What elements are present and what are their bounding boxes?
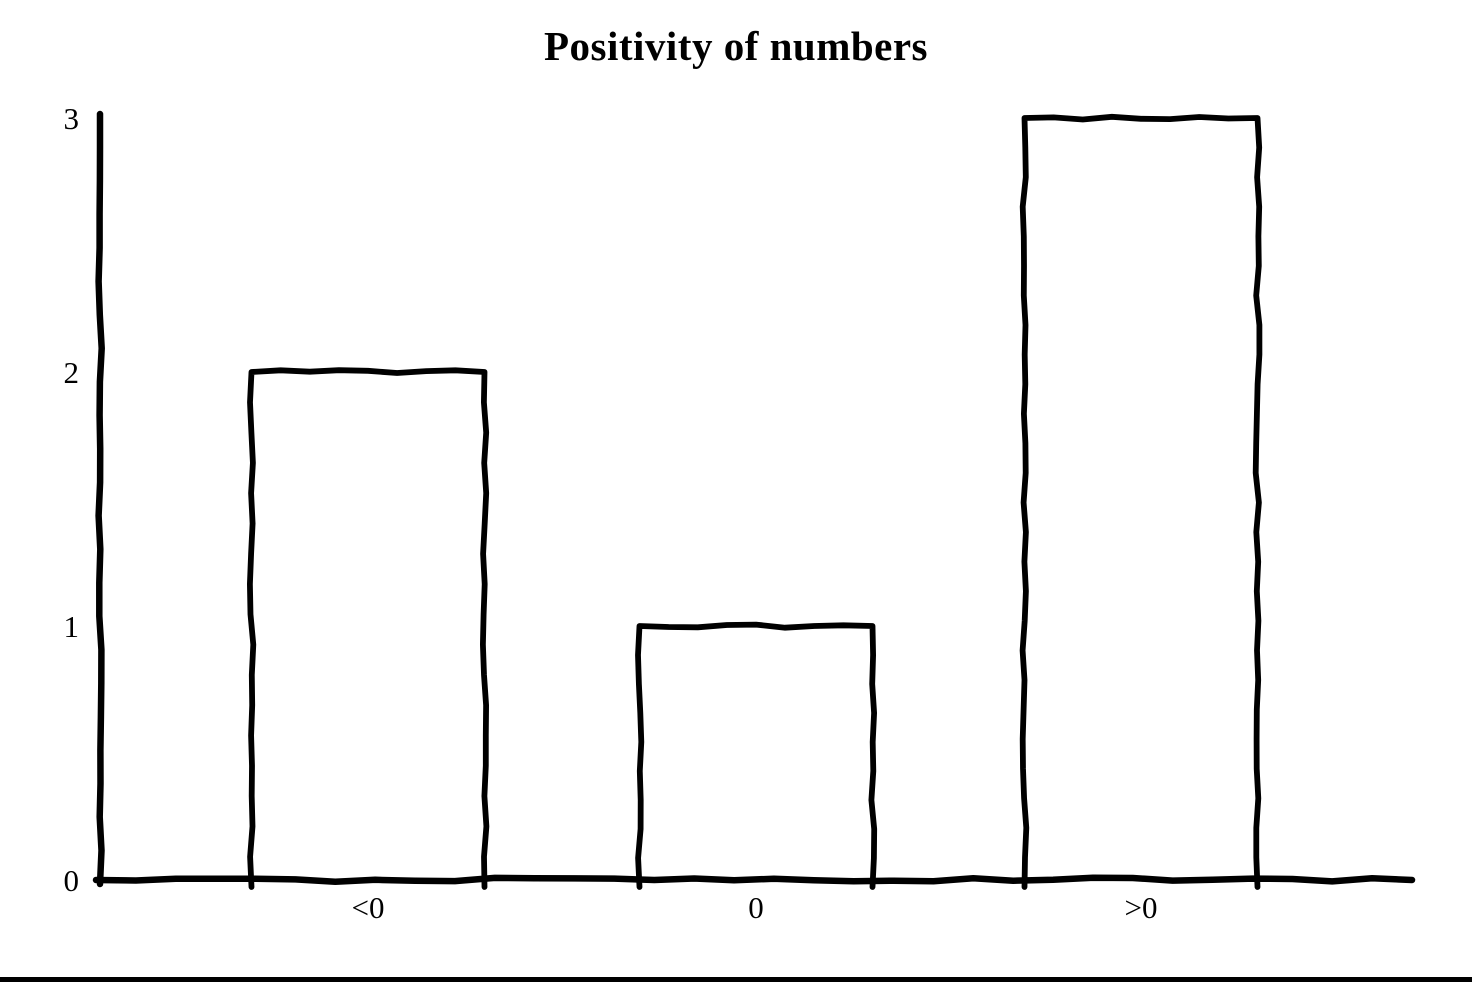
bar-outline-0 — [247, 367, 490, 890]
y-tick-label-0: 0 — [64, 863, 80, 898]
bar-outline-1 — [635, 621, 878, 890]
y-tick-label-2: 2 — [64, 355, 80, 390]
bottom-divider — [0, 977, 1472, 982]
x-tick-label-2: >0 — [1125, 890, 1158, 925]
x-tick-label-0: <0 — [352, 890, 385, 925]
x-tick-label-1: 0 — [748, 890, 764, 925]
y-axis-line — [95, 110, 105, 888]
y-tick-label-1: 1 — [64, 609, 80, 644]
x-axis-line — [92, 874, 1416, 885]
bar-outline-2 — [1019, 113, 1263, 890]
y-tick-label-3: 3 — [64, 101, 80, 136]
chart-title: Positivity of numbers — [543, 23, 929, 69]
